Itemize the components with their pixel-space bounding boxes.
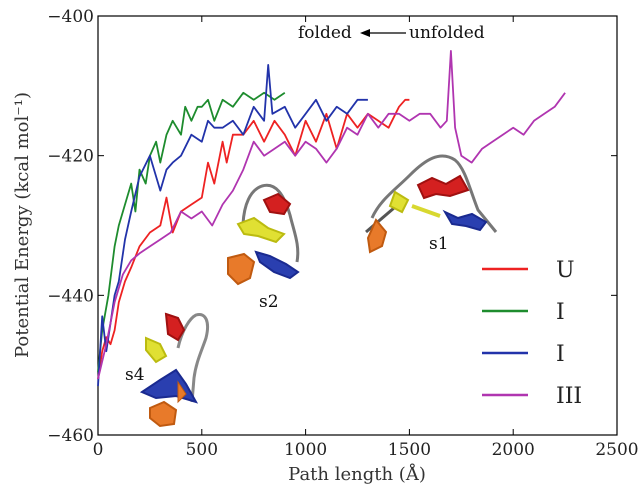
y-axis-label: Potential Energy (kcal mol⁻¹) (12, 92, 33, 358)
y-tick-label-0: −460 (47, 426, 94, 446)
annotation-unfolded: unfolded (409, 23, 485, 43)
ticks-layer: 0 500 1000 1500 2000 2500 −460 −440 −420 −400 (47, 7, 638, 460)
legend-label-1: I (556, 300, 565, 325)
structure-s1-image (365, 154, 498, 254)
x-axis-label: Path length (Å) (288, 463, 426, 485)
x-tick-label-1: 500 (186, 440, 218, 460)
x-tick-label-5: 2500 (595, 440, 638, 460)
series-layer (97, 50, 566, 387)
structure-s4-image (139, 312, 210, 428)
plot-frame (97, 15, 618, 436)
structure-label-s4: s4 (125, 365, 145, 385)
structure-s2-image (227, 183, 300, 286)
structure-label-s2: s2 (259, 292, 279, 312)
legend-label-2: I (556, 342, 565, 367)
x-tick-label-0: 0 (93, 440, 104, 460)
y-tick-label-3: −400 (47, 7, 94, 27)
x-tick-label-4: 2000 (492, 440, 535, 460)
series-line-1 (97, 91, 286, 373)
legend-label-0: U (556, 258, 575, 283)
series-line-3 (97, 50, 566, 380)
annotation-arrowhead (360, 29, 370, 37)
x-tick-label-2: 1000 (284, 440, 327, 460)
structure-label-s1: s1 (429, 234, 449, 254)
y-tick-label-2: −420 (47, 147, 94, 167)
series-line-2 (97, 64, 368, 387)
legend-label-3: III (556, 384, 582, 409)
x-tick-label-3: 1500 (388, 440, 431, 460)
annotation-folded: folded (298, 23, 352, 43)
y-tick-label-1: −440 (47, 286, 94, 306)
series-line-0 (97, 98, 410, 380)
